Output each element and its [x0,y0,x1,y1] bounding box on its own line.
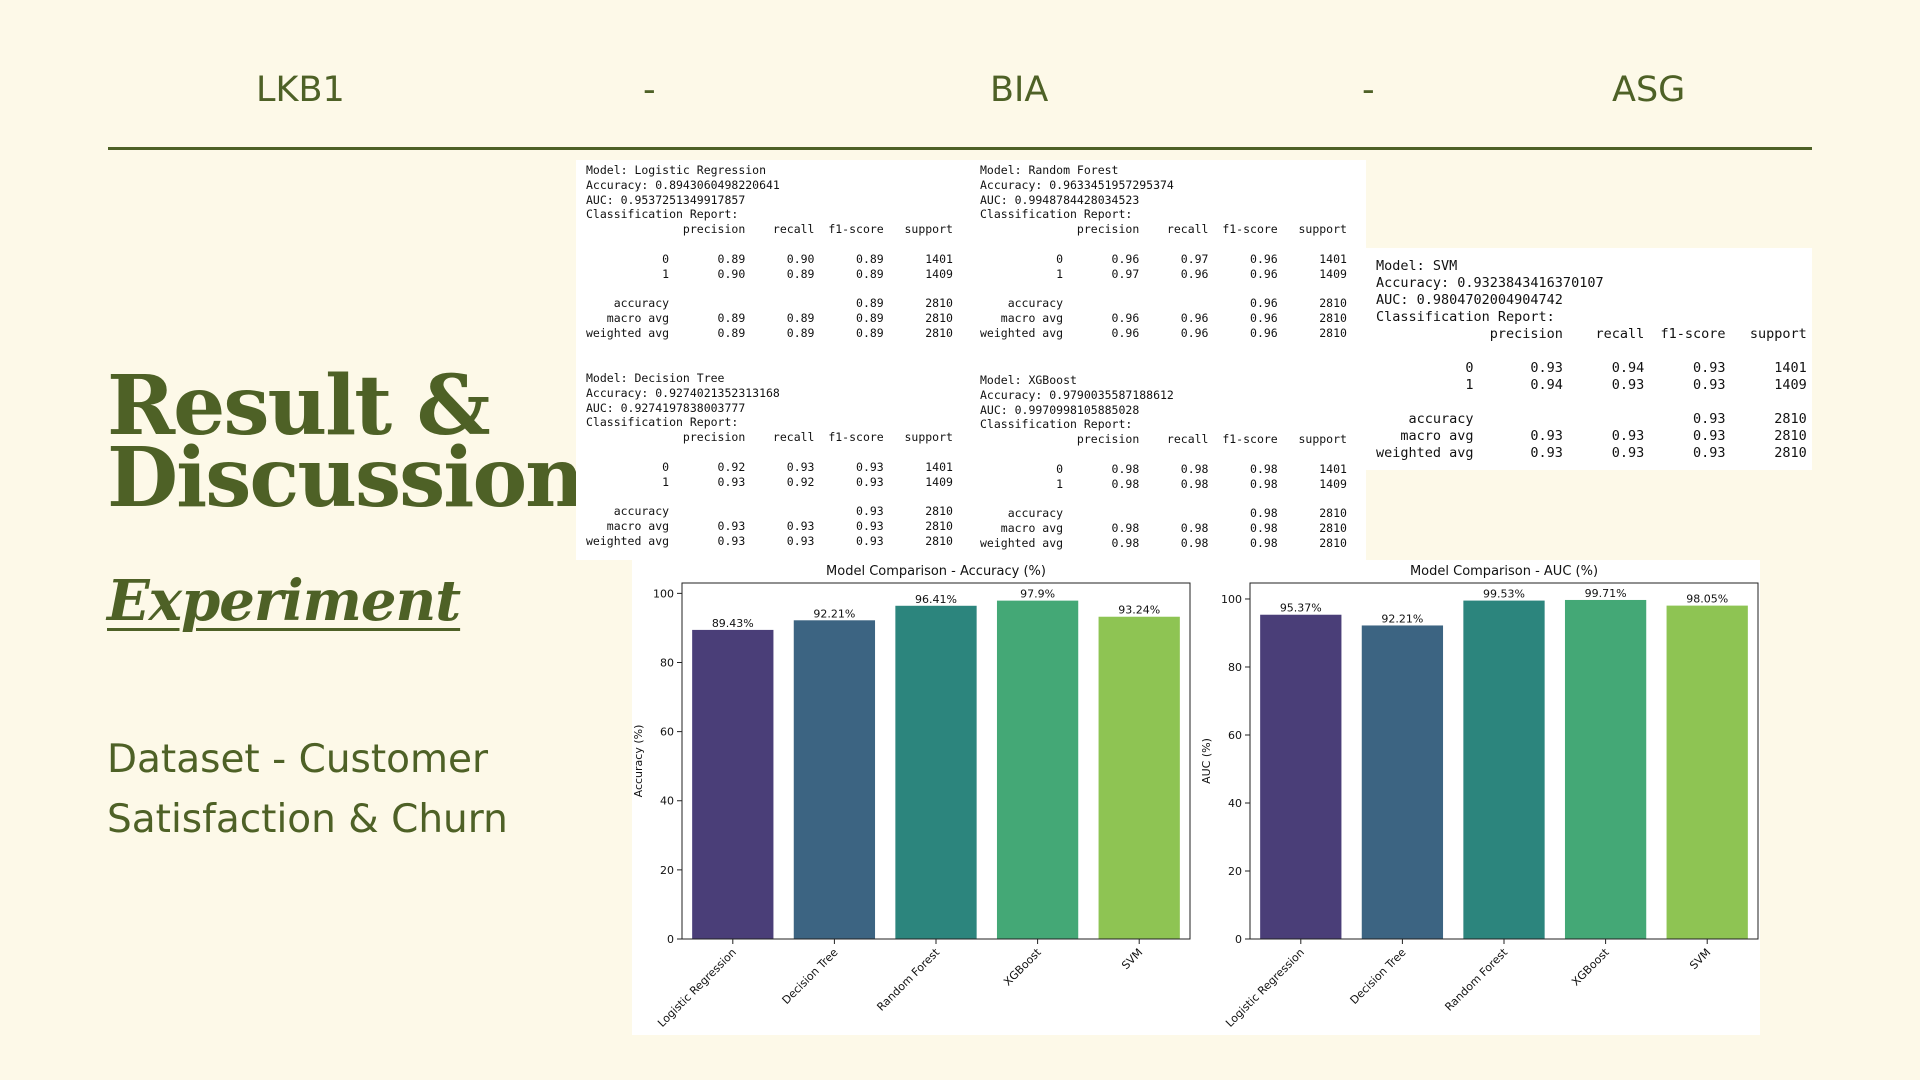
header-divider [108,147,1812,150]
y-tick-label: 20 [1228,865,1242,878]
plot-frame [681,582,1191,940]
bar-data-label: 97.9% [1020,588,1055,601]
slide-title-line-2: Discussion [107,430,585,526]
y-tick-label: 40 [660,795,674,808]
bar [1361,625,1444,939]
x-tick-label: SVM [1687,946,1713,972]
bar-data-label: 98.05% [1686,593,1728,606]
x-tick-label: XGBoost [1001,945,1044,988]
bar-data-label: 99.53% [1483,588,1525,601]
y-tick-label: 20 [660,864,674,877]
y-tick-label: 0 [1235,933,1242,946]
y-axis-label: AUC (%) [1200,738,1213,784]
y-tick-label: 0 [667,933,674,946]
chart-title: Model Comparison - Accuracy (%) [826,564,1046,579]
dataset-line-2: Satisfaction & Churn [107,797,508,842]
header-separator-1: - [643,70,656,110]
x-tick-label: SVM [1119,946,1145,972]
bar [1098,616,1180,939]
bar [895,605,977,939]
x-tick-label: XGBoost [1569,945,1612,988]
header-middle: BIA [990,70,1049,110]
x-tick-label: Random Forest [1442,945,1510,1013]
y-tick-label: 80 [660,656,674,669]
report-logistic-regression: Model: Logistic Regression Accuracy: 0.8… [576,160,970,361]
bar [692,629,774,939]
bar [793,620,876,939]
y-axis-label: Accuracy (%) [632,725,645,798]
bar-data-label: 99.71% [1585,587,1627,600]
y-tick-label: 100 [1221,593,1242,606]
chart-title: Model Comparison - AUC (%) [1410,564,1598,579]
x-tick-label: Decision Tree [780,946,841,1007]
bar [1463,600,1545,939]
report-svm: Model: SVM Accuracy: 0.9323843416370107 … [1366,248,1812,470]
x-tick-label: Random Forest [874,945,942,1013]
bar-data-label: 95.37% [1280,602,1322,615]
report-random-forest: Model: Random Forest Accuracy: 0.9633451… [970,160,1366,361]
y-tick-label: 100 [653,587,674,600]
slide-title-line-1: Result & [107,358,491,454]
y-tick-label: 40 [1228,797,1242,810]
header-right: ASG [1612,70,1686,110]
header-separator-2: - [1362,70,1375,110]
dataset-line-1: Dataset - Customer [107,737,489,782]
bar-data-label: 92.21% [1381,612,1423,625]
charts-panel: Model Comparison - Accuracy (%) Accuracy … [632,560,1760,1035]
bar-data-label: 96.41% [915,593,957,606]
x-tick-label: Logistic Regression [655,946,739,1030]
slide-title: Result & Discussion [107,358,585,526]
bar-data-label: 92.21% [813,607,855,620]
bar-data-label: 89.43% [712,617,754,630]
header-left: LKB1 [256,70,345,110]
y-tick-label: 60 [1228,729,1242,742]
y-tick-label: 60 [660,726,674,739]
bar [996,600,1079,939]
bar-data-label: 93.24% [1118,604,1160,617]
dataset-description: Dataset - Customer Satisfaction & Churn [107,730,587,850]
x-tick-label: Decision Tree [1348,946,1409,1007]
x-tick-label: Logistic Regression [1223,946,1307,1030]
plot-frame [1249,582,1759,940]
bar [1666,605,1748,939]
report-decision-tree: Model: Decision Tree Accuracy: 0.9274021… [576,361,970,560]
y-tick-label: 80 [1228,661,1242,674]
report-xgboost: Model: XGBoost Accuracy: 0.9790035587188… [970,361,1366,560]
bar [1564,599,1647,939]
slide-subtitle: Experiment [107,568,461,634]
auc-chart: Model Comparison - AUC (%) AUC (%) 0 20 40 60… [1200,564,1759,1030]
bar [1260,614,1342,939]
accuracy-chart: Model Comparison - Accuracy (%) Accuracy … [632,564,1191,1030]
